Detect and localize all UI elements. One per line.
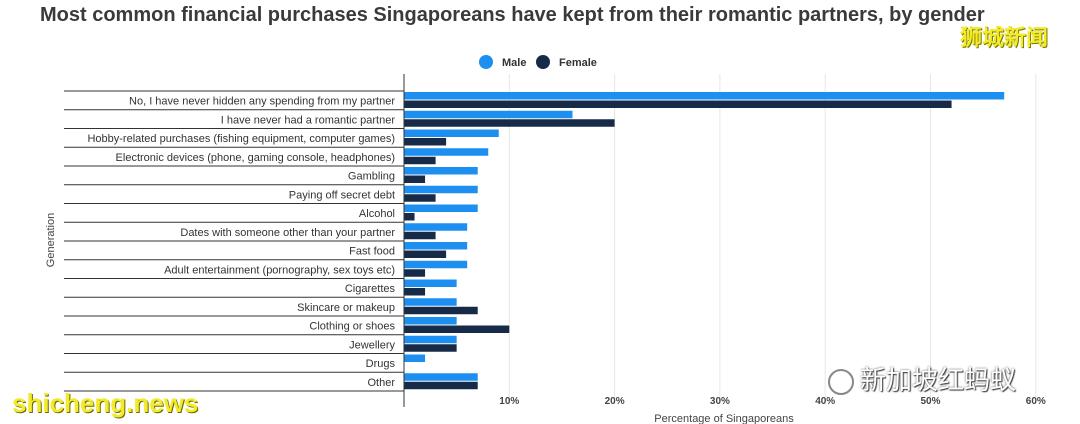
bar-female <box>404 325 510 333</box>
category-label: Drugs <box>366 358 396 370</box>
bar-male <box>404 373 478 381</box>
category-label: No, I have never hidden any spending fro… <box>129 96 395 108</box>
bar-female <box>404 306 478 315</box>
x-tick-label: 60% <box>1026 396 1046 407</box>
category-label: Fast food <box>349 246 395 258</box>
x-tick-label: 40% <box>815 396 835 407</box>
bar-female <box>404 194 436 202</box>
bar-male <box>404 167 478 175</box>
legend-swatch-male <box>479 55 493 69</box>
x-tick-label: 50% <box>920 396 940 407</box>
bar-female <box>404 138 447 146</box>
watermark-bottom-right-text: 新加坡红蚂蚁 <box>860 365 1017 395</box>
watermark-bottom-right: 新加坡红蚂蚁 <box>828 360 1016 397</box>
bar-female <box>404 344 457 352</box>
bar-female <box>404 231 436 240</box>
category-label: Gambling <box>348 171 395 183</box>
bar-female <box>404 175 426 183</box>
legend[interactable]: Male Female <box>479 55 597 69</box>
bar-male <box>404 223 468 231</box>
bar-male <box>404 354 426 362</box>
bar-female <box>404 156 436 165</box>
bar-male <box>404 204 478 212</box>
bar-female <box>404 288 426 296</box>
wechat-icon <box>828 369 854 396</box>
bar-male <box>404 110 573 119</box>
watermark-bottom-left: shicheng.news <box>12 388 199 418</box>
category-label: Alcohol <box>359 208 395 220</box>
x-tick-label: 30% <box>710 396 730 407</box>
bar-male <box>404 260 468 269</box>
bars <box>404 92 1005 390</box>
category-labels: No, I have never hidden any spending fro… <box>87 96 395 389</box>
category-label: Clothing or shoes <box>309 321 395 333</box>
category-label: Skincare or makeup <box>297 302 395 314</box>
x-tick-labels: 10% 20% 30% 40% 50% 60% <box>499 396 1046 407</box>
legend-label-male: Male <box>502 57 526 69</box>
category-label: Paying off secret debt <box>289 189 395 201</box>
category-label: Adult entertainment (pornography, sex to… <box>164 264 395 276</box>
bar-male <box>404 185 478 194</box>
x-tick-label: 10% <box>499 396 519 407</box>
x-tick-label: 20% <box>605 396 625 407</box>
category-label: Cigarettes <box>345 283 396 295</box>
category-label: Hobby-related purchases (fishing equipme… <box>87 133 395 145</box>
row-separators <box>64 90 404 392</box>
chart-title: Most common financial purchases Singapor… <box>40 4 985 26</box>
bar-male <box>404 92 1005 100</box>
legend-label-female: Female <box>559 57 597 69</box>
bar-male <box>404 129 499 137</box>
bar-female <box>404 100 952 108</box>
category-label: I have never had a romantic partner <box>221 114 396 126</box>
bar-male <box>404 242 468 250</box>
bar-male <box>404 298 457 306</box>
legend-swatch-female <box>536 55 550 69</box>
gridlines <box>508 74 1037 404</box>
bar-female <box>404 213 415 221</box>
bar-female <box>404 119 615 127</box>
category-label: Dates with someone other than your partn… <box>180 227 395 239</box>
bar-male <box>404 148 489 156</box>
bar-male <box>404 279 457 287</box>
category-label: Jewellery <box>349 339 395 351</box>
bar-male <box>404 335 457 344</box>
bar-male <box>404 317 457 325</box>
category-label: Other <box>367 377 395 389</box>
y-axis-title: Generation <box>45 213 57 267</box>
bar-female <box>404 250 447 258</box>
category-label: Electronic devices (phone, gaming consol… <box>116 152 395 164</box>
bar-female <box>404 381 478 390</box>
bar-female <box>404 269 426 277</box>
watermark-top-right: 狮城新闻 <box>960 25 1049 50</box>
x-axis-title: Percentage of Singaporeans <box>654 413 794 424</box>
